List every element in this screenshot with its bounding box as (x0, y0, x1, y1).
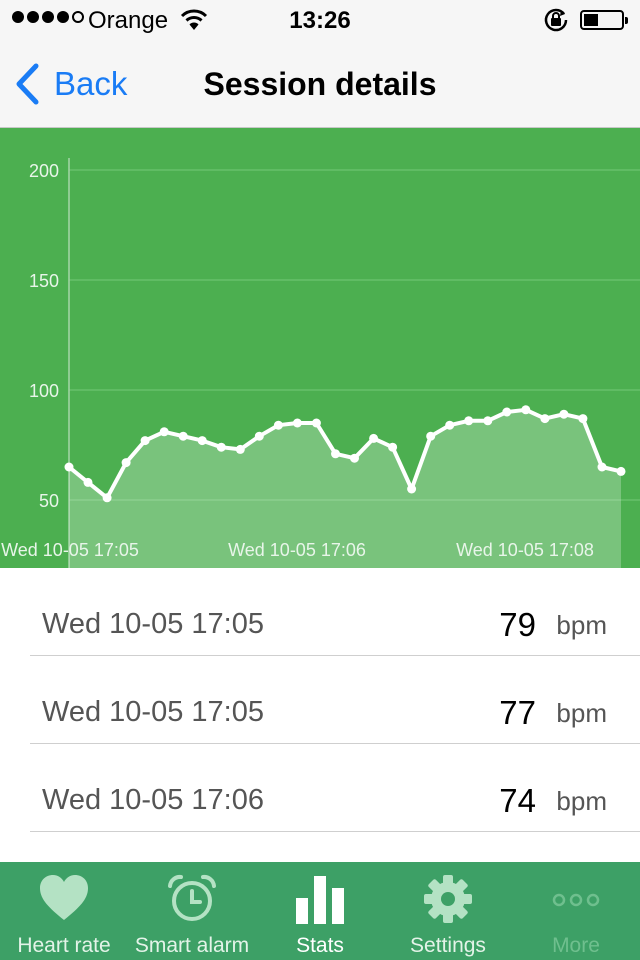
reading-value: 77 (499, 694, 536, 731)
bar-chart-icon (296, 876, 344, 924)
carrier-name: Orange (88, 7, 169, 34)
data-point (464, 416, 474, 426)
back-button-label: Back (54, 65, 128, 102)
readings-list[interactable]: Wed 10-05 17:05 79 bpm Wed 10-05 17:05 7… (0, 568, 640, 862)
data-point (83, 477, 93, 487)
battery-icon (580, 10, 628, 30)
reading-time: Wed 10-05 17:05 (42, 696, 264, 728)
data-point (559, 409, 569, 419)
data-point (578, 414, 588, 424)
data-point (540, 414, 550, 424)
tab-settings[interactable]: Settings (384, 862, 512, 960)
reading-unit: bpm (556, 610, 607, 640)
alarm-clock-icon (168, 874, 216, 921)
list-item[interactable]: Wed 10-05 17:05 79 bpm (0, 568, 640, 656)
data-point (388, 442, 398, 452)
data-point (502, 407, 512, 417)
back-button[interactable]: Back (14, 62, 127, 106)
x-tick-label: Wed 10-05 17:06 (228, 540, 366, 560)
data-point (235, 444, 245, 454)
data-point (597, 462, 607, 472)
tab-more[interactable]: More (512, 862, 640, 960)
data-point (407, 484, 417, 494)
data-point (426, 431, 436, 441)
list-item[interactable]: Wed 10-05 17:06 74 bpm (0, 744, 640, 832)
tab-label: Stats (296, 934, 344, 957)
y-tick-label: 150 (29, 271, 59, 291)
tab-label: Settings (410, 934, 486, 957)
tab-label: More (552, 934, 600, 957)
reading-value: 74 (499, 782, 536, 819)
list-item[interactable]: Wed 10-05 17:05 77 bpm (0, 656, 640, 744)
navigation-bar: Back Session details (0, 40, 640, 128)
reading-value: 79 (499, 606, 536, 643)
wifi-icon (180, 9, 208, 30)
reading-unit: bpm (556, 698, 607, 728)
data-point (616, 466, 626, 476)
data-point (140, 436, 150, 446)
tab-bar: Heart rate Smart alarm Stat (0, 862, 640, 960)
data-point (178, 431, 188, 441)
data-point (331, 449, 340, 459)
data-point (216, 442, 226, 452)
reading-time: Wed 10-05 17:06 (42, 784, 264, 816)
data-point (350, 453, 359, 463)
more-dots-icon (552, 893, 600, 907)
series-area (69, 409, 621, 568)
data-point (197, 436, 207, 446)
y-tick-label: 50 (39, 491, 59, 511)
y-tick-label: 100 (29, 381, 59, 401)
signal-strength-icon (12, 11, 84, 23)
data-point (121, 458, 131, 468)
tab-smart-alarm[interactable]: Smart alarm (128, 862, 256, 960)
heart-rate-chart-plot: 50 100 150 200 Wed 10-05 17:05 Wed 10-05 17:0… (1, 158, 640, 568)
x-tick-label: Wed 10-05 17:08 (456, 540, 594, 560)
status-time: 13:26 (289, 7, 351, 34)
tab-heart-rate[interactable]: Heart rate (0, 862, 128, 960)
data-point (311, 418, 321, 428)
data-point (292, 418, 302, 428)
data-point (445, 420, 455, 430)
reading-unit: bpm (556, 786, 607, 816)
data-point (273, 420, 283, 430)
data-point (159, 427, 169, 437)
data-point (521, 405, 531, 415)
reading-time: Wed 10-05 17:05 (42, 608, 264, 640)
tab-label: Smart alarm (134, 934, 250, 957)
data-point (483, 416, 493, 426)
status-bar: Orange 13:26 (0, 0, 640, 40)
gear-icon (424, 875, 472, 923)
data-point (102, 493, 112, 503)
heart-icon (40, 875, 88, 920)
data-point (64, 462, 74, 472)
data-point (254, 431, 264, 441)
page-title: Session details (203, 66, 437, 102)
chevron-left-icon (16, 63, 39, 105)
y-tick-label: 200 (29, 161, 59, 181)
data-point (369, 433, 379, 443)
x-tick-label: Wed 10-05 17:05 (1, 540, 139, 560)
tab-stats[interactable]: Stats (256, 862, 384, 960)
tab-label: Heart rate (17, 934, 111, 957)
rotation-lock-icon (544, 8, 568, 32)
heart-rate-chart[interactable]: 50 100 150 200 Wed 10-05 17:05 Wed 10-05 17:0… (0, 128, 640, 568)
